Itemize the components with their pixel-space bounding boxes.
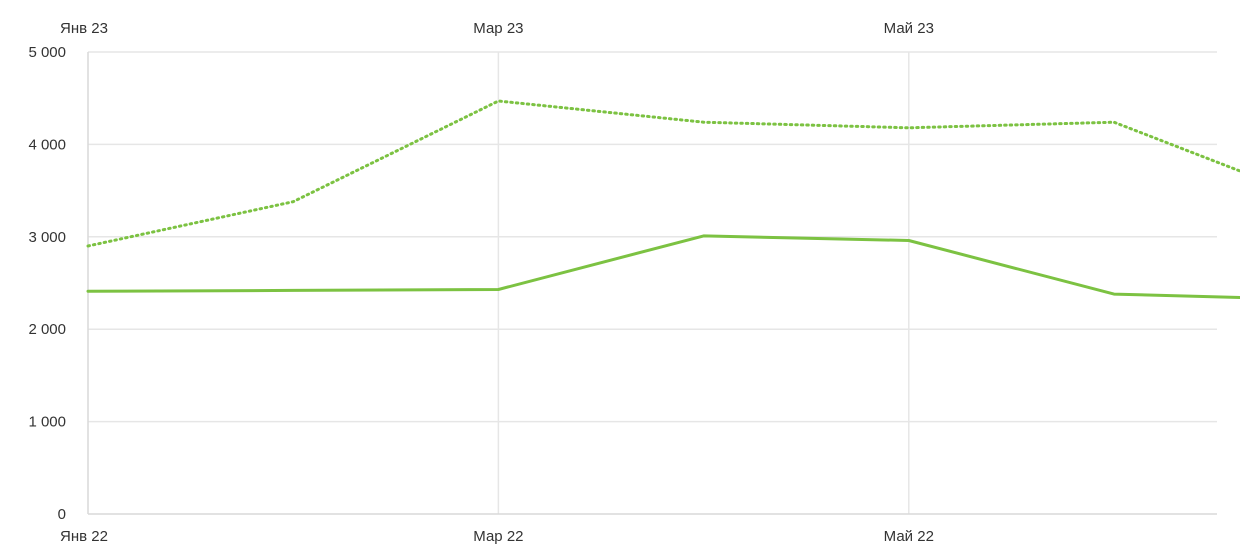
axes <box>87 52 1217 515</box>
y-tick-label: 0 <box>58 506 66 523</box>
grid <box>88 51 1217 514</box>
y-tick-label: 2 000 <box>28 321 66 338</box>
x-bottom-tick-label: Май 22 <box>884 528 934 545</box>
x-bottom-tick-label: Мар 22 <box>473 528 523 545</box>
y-tick-label: 3 000 <box>28 229 66 246</box>
tick-labels: 0 1 000 2 000 3 000 4 000 5 000 Янв 22 Мар 22 Ма… <box>28 20 934 545</box>
x-top-tick-label: Мар 23 <box>473 20 523 37</box>
series-layer <box>86 99 1240 299</box>
y-tick-label: 1 000 <box>28 414 66 431</box>
series-line-2023 <box>86 99 1240 248</box>
x-top-tick-label: Янв 23 <box>60 20 108 37</box>
y-tick-label: 4 000 <box>28 136 66 153</box>
x-bottom-tick-label: Янв 22 <box>60 528 108 545</box>
y-tick-label: 5 000 <box>28 44 66 61</box>
x-top-tick-label: Май 23 <box>884 20 934 37</box>
series-line-2022 <box>86 234 1240 299</box>
